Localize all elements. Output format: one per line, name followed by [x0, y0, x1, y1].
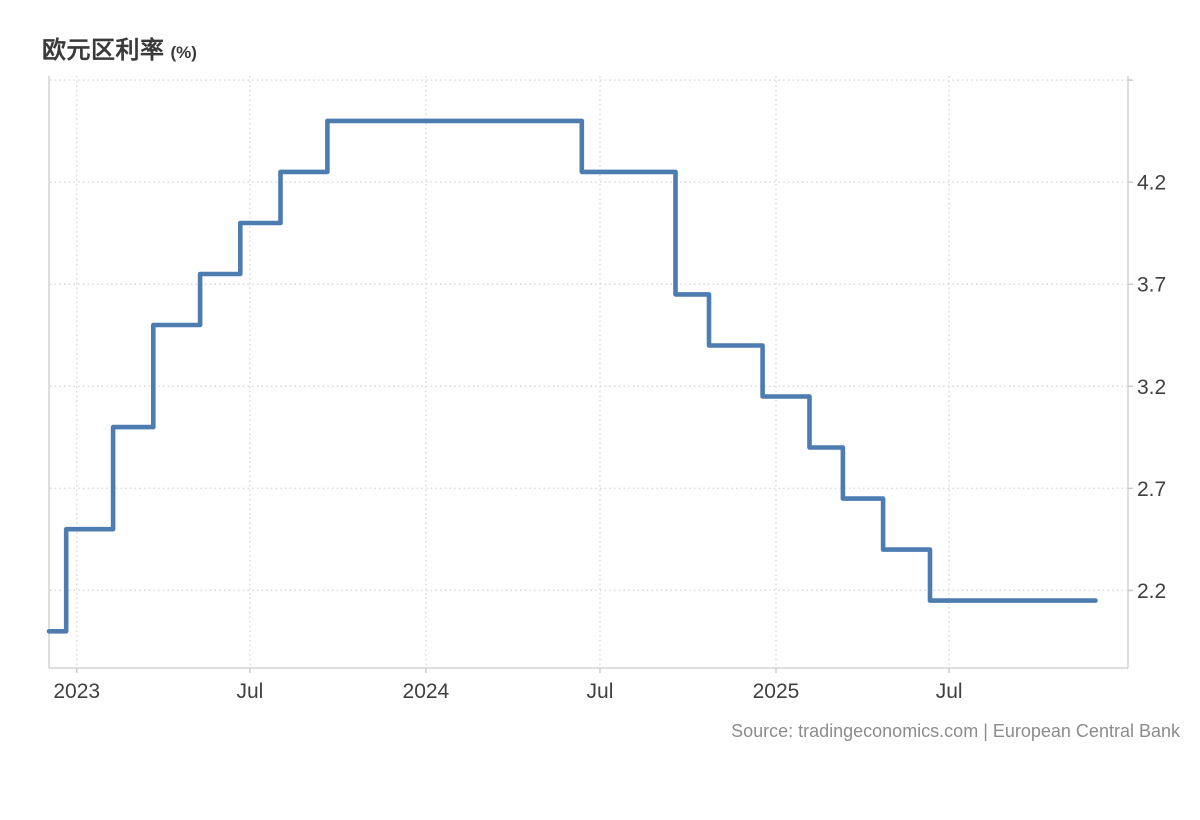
page-title: 欧元区利率 (%)	[42, 30, 197, 65]
x-axis-tick-label: Jul	[236, 680, 263, 703]
y-axis-tick-label: 2.7	[1137, 478, 1166, 501]
x-axis-tick-label: 2024	[403, 680, 450, 703]
rate-step-line	[46, 118, 1098, 634]
y-axis-tick-label: 4.2	[1137, 172, 1166, 195]
x-axis-tick-label: 2025	[753, 680, 800, 703]
x-axis-tick-label: 2023	[53, 680, 100, 703]
chart-title-unit: (%)	[170, 43, 197, 62]
x-axis-tick-label: Jul	[587, 680, 614, 703]
y-axis-tick-label: 3.7	[1137, 274, 1166, 297]
x-axis-tick-label: Jul	[936, 680, 963, 703]
chart-title-text: 欧元区利率	[42, 37, 165, 64]
y-axis-tick-label: 2.2	[1137, 580, 1166, 603]
y-axis-tick-label: 3.2	[1137, 376, 1166, 399]
source-caption: Source: tradingeconomics.com | European …	[731, 721, 1180, 741]
